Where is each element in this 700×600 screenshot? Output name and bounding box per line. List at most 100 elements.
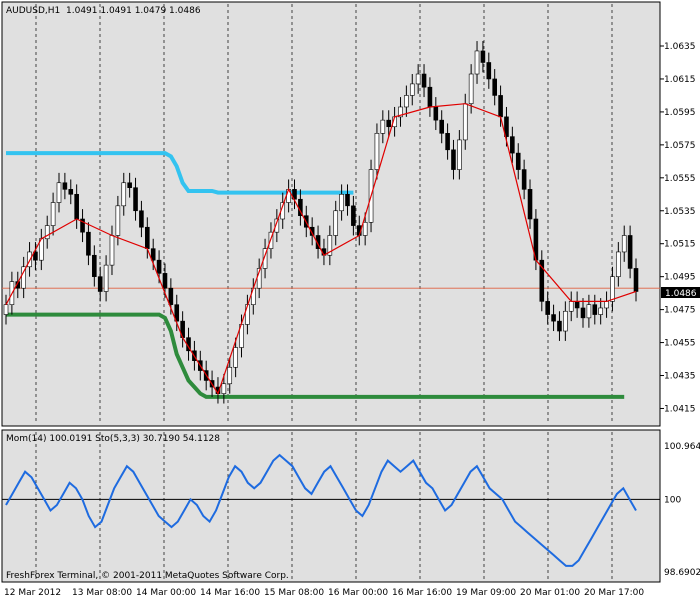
candle-body: [33, 251, 38, 261]
candle-body: [545, 301, 550, 315]
candle-body: [121, 182, 127, 207]
time-tick-label: 14 Mar 00:00: [136, 588, 196, 598]
candle-body: [103, 264, 109, 292]
candle-body: [586, 304, 592, 319]
candle-body: [174, 304, 180, 322]
candle-body: [468, 73, 474, 104]
price-tick-label: 1.0435: [664, 372, 696, 382]
candle-body: [515, 152, 521, 170]
candlesticks: [3, 41, 639, 404]
candle-body: [97, 276, 103, 292]
candle-body: [504, 116, 509, 137]
candle-body: [433, 106, 439, 121]
time-tick-label: 20 Mar 01:00: [520, 588, 580, 598]
candle-body: [616, 251, 621, 277]
candle-body: [115, 205, 121, 236]
candle-body: [309, 226, 315, 236]
candle-body: [92, 254, 97, 277]
candle-body: [162, 273, 168, 289]
candle-body: [62, 182, 68, 190]
candle-body: [604, 301, 609, 309]
envelope-band-1: [6, 312, 625, 399]
candle-body: [80, 218, 85, 233]
candle-body: [327, 235, 333, 256]
candle-body: [333, 210, 339, 236]
oscillator-grid: [35, 432, 613, 580]
oscillator-pane-bg: [1, 429, 661, 583]
candle-body: [480, 50, 486, 63]
candle-body: [462, 103, 468, 141]
price-pane-bg: [1, 1, 661, 427]
candle-body: [233, 347, 238, 368]
price-tick-label: 1.0535: [664, 207, 696, 217]
candle-body: [521, 169, 527, 190]
zigzag-line: [5, 103, 637, 395]
candle-body: [574, 301, 580, 309]
candle-body: [362, 221, 368, 236]
candle-body: [398, 106, 403, 118]
candle-body: [563, 310, 568, 332]
candle-body: [262, 248, 268, 269]
candle-body: [404, 95, 409, 108]
candle-body: [527, 189, 533, 220]
ohlc-header: 1.0491 1.0491 1.0479 1.0486: [66, 6, 201, 16]
candle-body: [109, 235, 115, 266]
candle-body: [74, 193, 79, 220]
candle-body: [415, 73, 421, 85]
time-tick-label: 20 Mar 17:00: [584, 588, 644, 598]
candle-body: [627, 235, 633, 269]
time-tick-label: 13 Mar 08:00: [72, 588, 132, 598]
price-grid: [2, 4, 660, 424]
candle-body: [27, 251, 32, 268]
time-axis: 12 Mar 2012 13 Mar 08:00 14 Mar 00:00 14 Ma…: [4, 588, 644, 598]
candle-body: [127, 182, 132, 188]
candle-body: [568, 301, 574, 312]
time-tick-label: 15 Mar 08:00: [264, 588, 324, 598]
price-axis: 1.0635 1.0615 1.0595 1.0575 1.0555 1.0535 1.05…: [660, 42, 696, 414]
candle-body: [139, 210, 144, 228]
candle-body: [156, 259, 162, 274]
candle-body: [457, 139, 462, 170]
candle-body: [409, 83, 415, 96]
candle-body: [451, 149, 456, 170]
candle-body: [633, 268, 639, 292]
price-tick-label: 1.0595: [664, 108, 696, 118]
candle-body: [86, 231, 91, 256]
momentum-line: [5, 453, 637, 567]
time-tick-label: 12 Mar 2012: [4, 588, 61, 598]
candle-body: [580, 307, 586, 319]
symbol-header: AUDUSD,H1: [6, 6, 60, 16]
oscillator-tick-label: 98.6902: [664, 568, 700, 578]
footer-text: FreshForex Terminal, © 2001-2011 MetaQuo…: [6, 571, 289, 581]
price-tick-label: 1.0455: [664, 339, 696, 349]
candle-body: [539, 259, 545, 302]
price-tick-label: 1.0415: [664, 404, 696, 414]
candle-body: [227, 366, 233, 385]
price-tick-label: 1.0615: [664, 75, 696, 85]
candle-body: [445, 133, 450, 151]
candle-body: [345, 193, 350, 207]
candle-body: [486, 62, 492, 80]
candle-body: [610, 276, 615, 302]
price-tick-label: 1.0515: [664, 240, 696, 250]
time-tick-label: 16 Mar 16:00: [392, 588, 452, 598]
time-tick-label: 14 Mar 16:00: [200, 588, 260, 598]
last-price-label: 1.0486: [665, 289, 697, 299]
candle-body: [168, 287, 174, 305]
candle-body: [56, 182, 62, 203]
last-price-box: [661, 287, 700, 298]
candle-body: [427, 86, 433, 108]
candle-body: [21, 266, 26, 289]
candle-body: [44, 225, 50, 240]
oscillator-tick-label: 100: [664, 495, 681, 505]
candle-body: [598, 307, 603, 315]
candle-body: [374, 133, 380, 170]
candle-body: [421, 73, 427, 88]
candle-body: [510, 136, 515, 154]
candle-body: [150, 248, 156, 261]
candle-body: [557, 320, 562, 332]
candle-body: [380, 119, 386, 134]
